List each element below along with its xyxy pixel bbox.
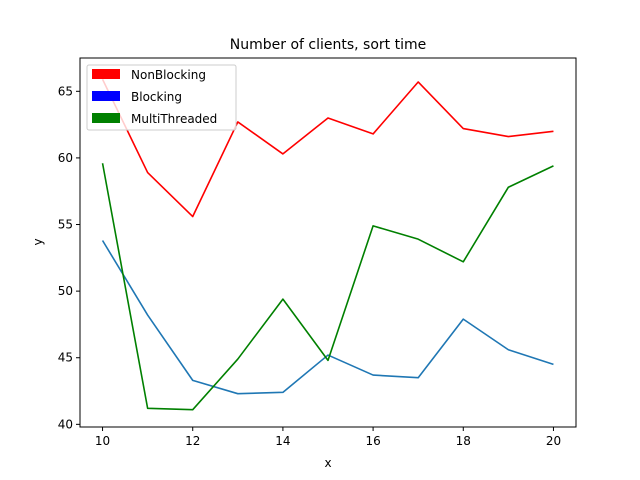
legend-swatch-multithreaded [92, 113, 120, 123]
chart-title: Number of clients, sort time [230, 37, 426, 53]
x-tick-label: 10 [95, 434, 110, 448]
legend: NonBlocking Blocking MultiThreaded [86, 64, 237, 131]
plot-area [101, 78, 554, 411]
x-axis-label: x [324, 456, 331, 470]
legend-label-nonblocking: NonBlocking [131, 68, 206, 82]
y-tick-label: 65 [58, 84, 73, 98]
x-tick-label: 16 [365, 434, 380, 448]
legend-swatch-blocking [92, 91, 120, 101]
series-line-blocking [101, 240, 554, 395]
y-tick-label: 50 [58, 284, 73, 298]
series-line-nonblocking [101, 78, 554, 218]
x-tick-label: 12 [185, 434, 200, 448]
y-tick-label: 45 [58, 351, 73, 365]
legend-label-multithreaded: MultiThreaded [131, 112, 217, 126]
y-tick-label: 55 [58, 218, 73, 232]
legend-label-blocking: Blocking [131, 90, 182, 104]
x-tick-label: 18 [456, 434, 471, 448]
y-axis: 40 45 50 55 60 65 [58, 84, 80, 431]
y-tick-label: 60 [58, 151, 73, 165]
y-tick-label: 40 [58, 417, 73, 431]
series-layer [101, 78, 554, 411]
plot-frame [79, 57, 577, 428]
legend-items: NonBlocking Blocking MultiThreaded [92, 68, 217, 126]
series-line-multithreaded [101, 163, 554, 411]
y-axis-label: y [31, 238, 45, 245]
x-tick-label: 14 [275, 434, 290, 448]
legend-swatch-nonblocking [92, 69, 120, 79]
x-tick-label: 20 [546, 434, 561, 448]
x-axis: 10 12 14 16 18 20 [95, 427, 561, 448]
legend-box [86, 64, 237, 131]
